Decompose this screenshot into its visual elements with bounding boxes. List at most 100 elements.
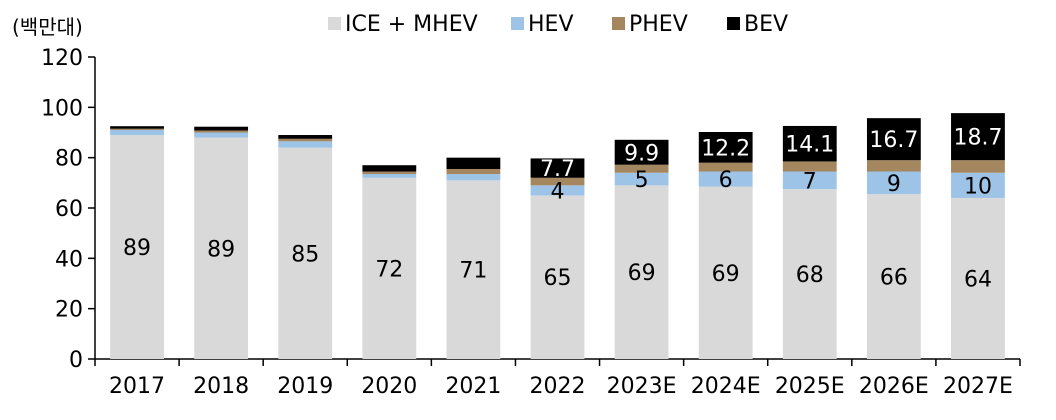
x-tick-label-4: 2021 xyxy=(445,374,501,399)
bar-phev-2020 xyxy=(362,171,417,175)
legend-swatch-2 xyxy=(612,17,625,30)
x-tick-label-0: 2017 xyxy=(109,374,165,399)
bar-phev-2019 xyxy=(278,138,333,142)
data-label-ice-mhev-2024E: 69 xyxy=(712,262,740,287)
bar-bev-2018 xyxy=(194,126,249,131)
bar-ice-mhev-2024E xyxy=(698,186,753,359)
bar-hev-2018 xyxy=(194,132,249,138)
bar-ice-mhev-2027E xyxy=(951,197,1005,359)
bar-ice-mhev-2021 xyxy=(446,180,501,359)
bar-bev-2022 xyxy=(530,158,585,178)
x-tick-label-3: 2020 xyxy=(361,374,417,399)
bar-ice-mhev-2017 xyxy=(110,135,164,359)
y-tick-label-2: 40 xyxy=(55,247,83,272)
bar-hev-2025E xyxy=(782,171,837,190)
x-tick-label-9: 2026E xyxy=(859,374,929,399)
bar-hev-2022 xyxy=(530,185,585,196)
bar-ice-mhev-2026E xyxy=(866,194,921,359)
x-tick-label-1: 2018 xyxy=(193,374,249,399)
data-label-ice-mhev-2022: 65 xyxy=(544,266,572,291)
x-tick-label-10: 2027E xyxy=(943,374,1013,399)
bar-bev-2019 xyxy=(278,135,333,139)
bar-ice-mhev-2020 xyxy=(362,177,417,359)
legend: ICE + MHEV HEV PHEV BEV xyxy=(328,12,788,37)
y-tick-label-0: 0 xyxy=(69,348,83,373)
bar-bev-2025E xyxy=(782,125,837,162)
bar-phev-2027E xyxy=(951,160,1005,173)
bar-bev-2023E xyxy=(614,139,669,165)
bar-hev-2024E xyxy=(698,171,753,187)
bar-phev-2025E xyxy=(782,161,837,172)
y-unit-label: (백만대) xyxy=(12,15,83,39)
y-tick-label-5: 100 xyxy=(41,96,83,121)
y-tick-label-3: 60 xyxy=(55,197,83,222)
data-label-ice-mhev-2025E: 68 xyxy=(796,263,824,288)
data-label-ice-mhev-2019: 85 xyxy=(291,242,319,267)
data-label-ice-mhev-2027E: 64 xyxy=(964,267,992,292)
bar-bev-2021 xyxy=(446,157,501,169)
data-label-hev-2023E: 5 xyxy=(635,168,649,193)
data-label-ice-mhev-2018: 89 xyxy=(207,237,235,262)
bar-phev-2018 xyxy=(194,130,249,133)
bar-hev-2017 xyxy=(110,129,164,136)
x-tick-label-7: 2024E xyxy=(691,374,761,399)
data-label-ice-mhev-2017: 89 xyxy=(123,236,151,261)
bar-ice-mhev-2019 xyxy=(278,147,333,359)
bar-ice-mhev-2018 xyxy=(194,137,249,359)
bar-ice-mhev-2022 xyxy=(530,195,585,359)
legend-label-3: BEV xyxy=(744,12,788,37)
bar-phev-2024E xyxy=(698,162,753,172)
bars xyxy=(110,113,1005,359)
bar-ice-mhev-2023E xyxy=(614,185,669,359)
bar-ice-mhev-2025E xyxy=(782,189,837,359)
bar-hev-2023E xyxy=(614,172,669,186)
legend-label-0: ICE + MHEV xyxy=(345,12,478,37)
x-tick-label-5: 2022 xyxy=(530,374,586,399)
x-tick-label-8: 2025E xyxy=(775,374,845,399)
legend-swatch-0 xyxy=(328,17,341,30)
bar-hev-2020 xyxy=(362,174,417,178)
data-label-bev-2024E: 12.2 xyxy=(701,136,750,161)
y-tick-label-1: 20 xyxy=(55,298,83,323)
data-label-ice-mhev-2026E: 66 xyxy=(880,266,908,291)
data-label-hev-2026E: 9 xyxy=(887,172,901,197)
bar-bev-2027E xyxy=(951,113,1005,161)
data-label-bev-2022: 7.7 xyxy=(540,157,575,182)
legend-swatch-3 xyxy=(727,17,740,30)
bar-bev-2020 xyxy=(362,165,417,172)
axes: 0 20 40 60 80 100 120 2017 2018 2019 2020 2021 2022 2… xyxy=(41,46,1021,399)
data-label-hev-2027E: 10 xyxy=(964,174,992,199)
bar-phev-2022 xyxy=(530,177,585,186)
data-label-ice-mhev-2021: 71 xyxy=(459,259,487,284)
data-label-hev-2022: 4 xyxy=(551,179,565,204)
legend-label-1: HEV xyxy=(528,12,574,37)
data-labels: 89 89 85 72 71 65 47.7 69 59.9 69 6 12.2 68 7 14.1 66 9 1… xyxy=(123,126,1002,293)
bar-phev-2023E xyxy=(614,164,669,173)
bar-bev-2024E xyxy=(698,131,753,163)
data-label-bev-2023E: 9.9 xyxy=(624,141,659,166)
data-label-bev-2026E: 16.7 xyxy=(869,128,918,153)
bar-hev-2026E xyxy=(866,171,921,195)
bar-phev-2017 xyxy=(110,128,164,130)
y-tick-label-6: 120 xyxy=(41,46,83,71)
data-label-hev-2024E: 6 xyxy=(719,168,733,193)
data-label-hev-2025E: 7 xyxy=(803,169,817,194)
x-tick-label-2: 2019 xyxy=(277,374,333,399)
x-tick-label-6: 2023E xyxy=(607,374,677,399)
bar-bev-2017 xyxy=(110,126,164,129)
data-label-ice-mhev-2020: 72 xyxy=(375,257,403,282)
bar-hev-2019 xyxy=(278,141,333,148)
bar-phev-2026E xyxy=(866,160,921,172)
bar-hev-2021 xyxy=(446,174,501,181)
bar-phev-2021 xyxy=(446,168,501,175)
y-tick-label-4: 80 xyxy=(55,147,83,172)
data-label-ice-mhev-2023E: 69 xyxy=(628,261,656,286)
data-label-bev-2025E: 14.1 xyxy=(785,133,834,158)
bar-hev-2027E xyxy=(951,172,1005,198)
legend-swatch-1 xyxy=(511,17,524,30)
bar-bev-2026E xyxy=(866,118,921,161)
legend-label-2: PHEV xyxy=(629,12,688,37)
data-label-bev-2027E: 18.7 xyxy=(953,126,1002,151)
